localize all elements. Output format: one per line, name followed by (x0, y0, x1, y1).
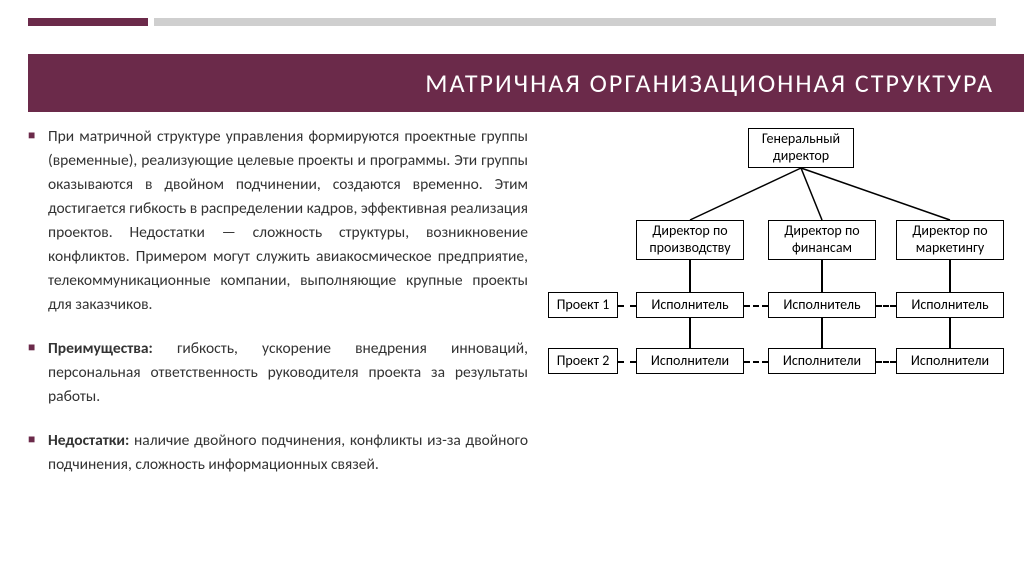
connector-svg (548, 128, 1004, 416)
connector-dashed (618, 305, 636, 307)
bullet-item: ■ Преимущества: гибкость, ускорение внед… (28, 337, 528, 409)
connector-dashed (876, 305, 896, 307)
bullet-marker-icon: ■ (28, 429, 38, 477)
bullet-marker-icon: ■ (28, 337, 38, 409)
bullet-body: При матричной структуре управления форми… (48, 127, 528, 314)
bullet-marker-icon: ■ (28, 125, 38, 317)
accent-long (154, 18, 996, 26)
bullet-text: Преимущества: гибкость, ускорение внедре… (48, 337, 528, 409)
bullet-text: Недостатки: наличие двойного подчинения,… (48, 429, 528, 477)
connector-dashed (744, 305, 768, 307)
page-title: МАТРИЧНАЯ ОРГАНИЗАЦИОННАЯ СТРУКТУРА (425, 67, 994, 99)
connector-dashed (744, 361, 768, 363)
bullet-item: ■ При матричной структуре управления фор… (28, 125, 528, 317)
connector-dashed (618, 361, 636, 363)
connector-line (689, 318, 691, 348)
top-accent-bar (28, 18, 996, 26)
connector-dashed (876, 361, 896, 363)
accent-short (28, 18, 148, 26)
title-band: МАТРИЧНАЯ ОРГАНИЗАЦИОННАЯ СТРУКТУРА (28, 54, 1024, 112)
connector-line (821, 318, 823, 348)
bullet-lead: Преимущества: (48, 339, 153, 358)
org-chart-diagram: ГенеральныйдиректорДиректор попроизводст… (548, 128, 1004, 416)
connector-line (689, 260, 691, 292)
connector-line (949, 260, 951, 292)
bullet-text: При матричной структуре управления форми… (48, 125, 528, 317)
connector-line (949, 318, 951, 348)
bullet-lead: Недостатки: (48, 431, 129, 450)
bullet-item: ■ Недостатки: наличие двойного подчинени… (28, 429, 528, 477)
connector-line (821, 260, 823, 292)
text-content: ■ При матричной структуре управления фор… (28, 125, 528, 497)
